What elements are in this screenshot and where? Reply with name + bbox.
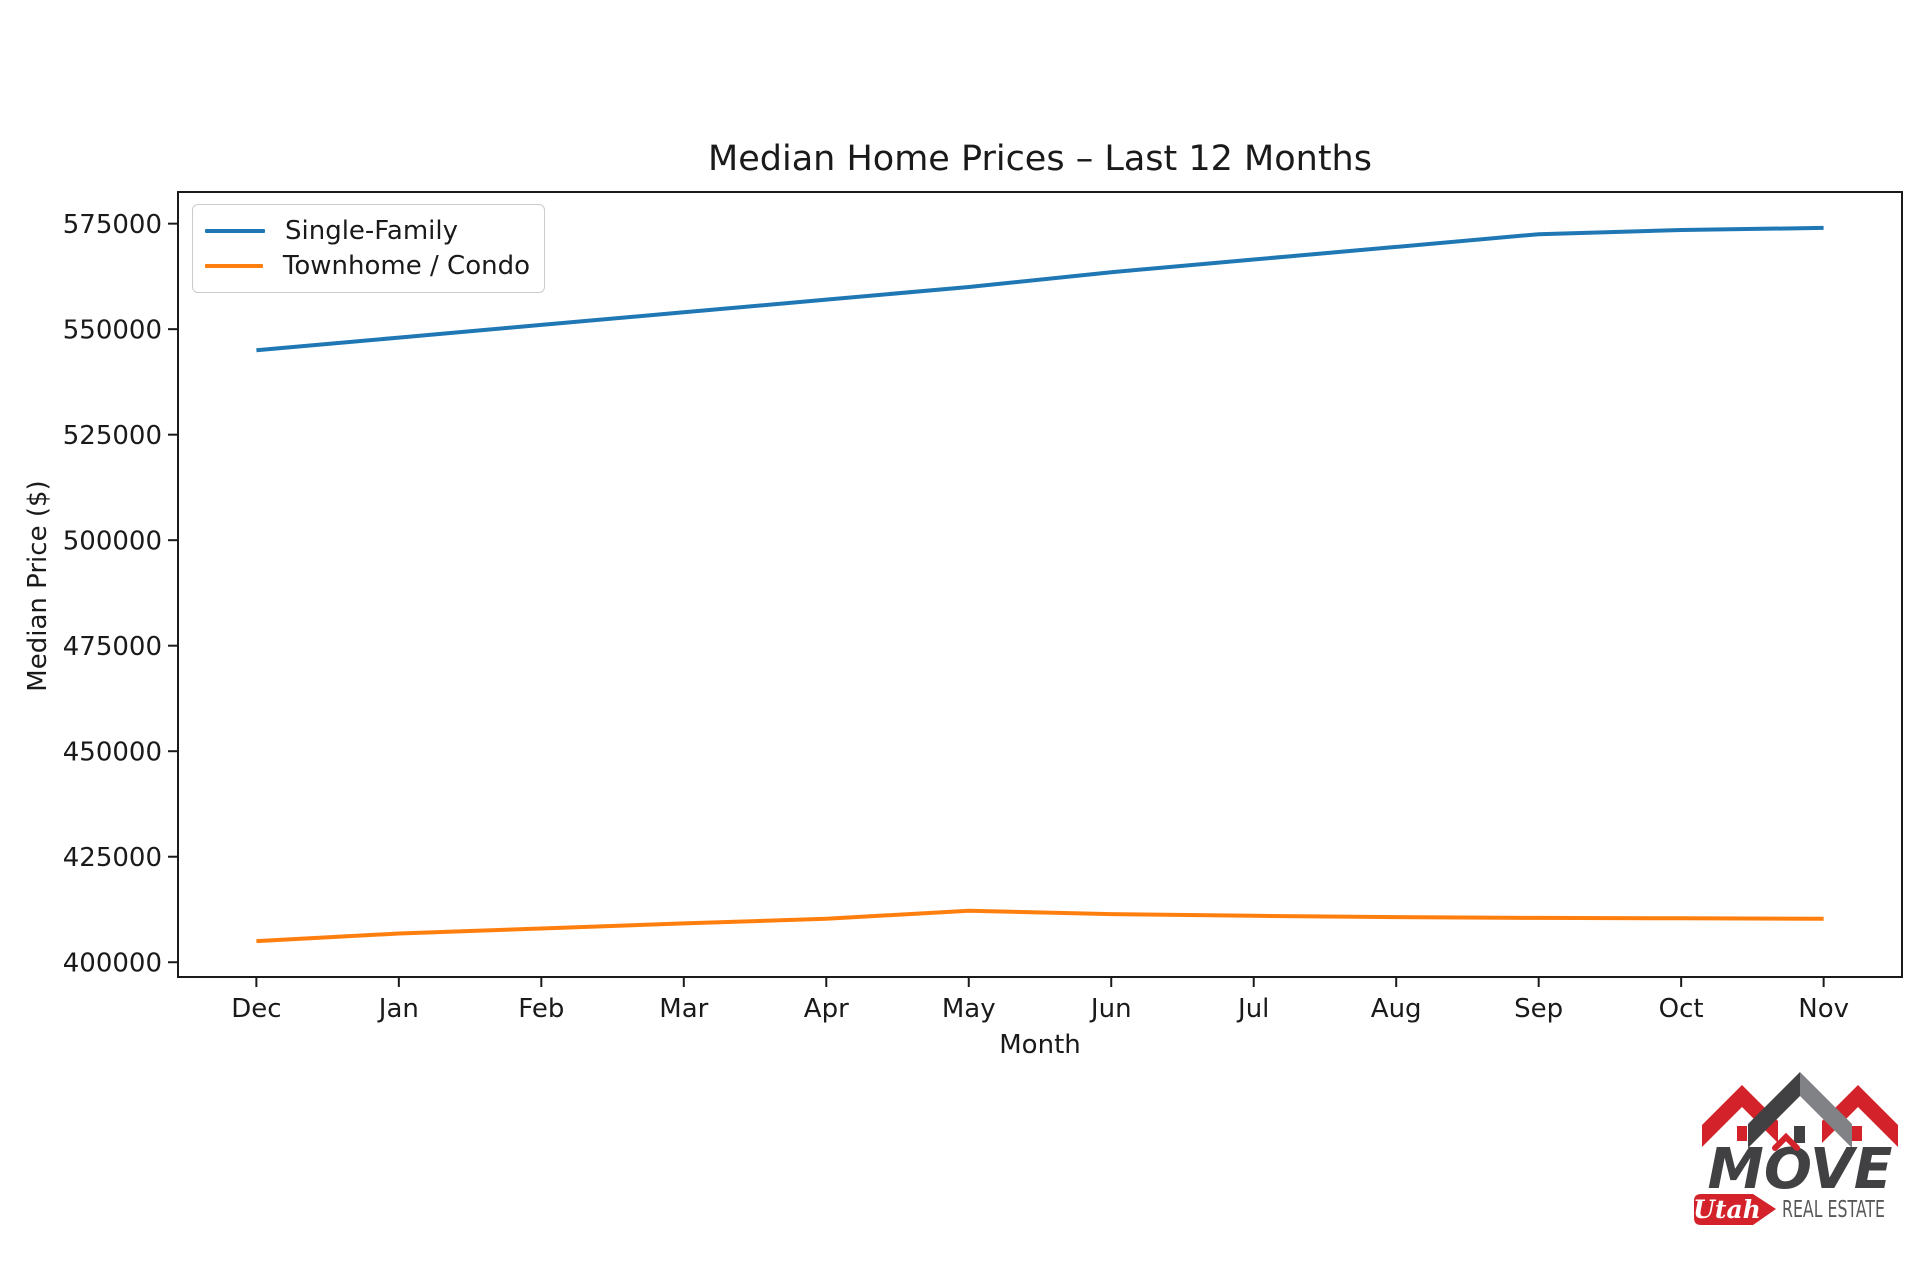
legend-line-swatch-single-family [205, 228, 265, 233]
series-line-0 [256, 225, 1824, 353]
x-tick-label: May [942, 994, 996, 1024]
x-tick-label: Sep [1514, 994, 1563, 1024]
y-tick-label: 450000 [63, 737, 162, 767]
logo-utah-text: Utah [1693, 1195, 1761, 1224]
legend-label-townhome-condo: Townhome / Condo [282, 251, 530, 282]
legend-item-single-family: Single-Family [205, 216, 530, 246]
logo-left-roof [1702, 1085, 1742, 1147]
chart-title: Median Home Prices – Last 12 Months [708, 139, 1372, 179]
x-axis-label: Month [999, 1030, 1081, 1060]
x-tick-label: Feb [518, 994, 564, 1024]
x-tick-label: Dec [231, 994, 281, 1024]
plot-border [177, 191, 1903, 978]
y-tick-label: 500000 [63, 526, 162, 556]
logo-middle-roof-right [1800, 1072, 1852, 1148]
x-tick-label: Jun [1089, 994, 1132, 1024]
y-tick-label: 425000 [63, 843, 162, 873]
x-tick-label: Mar [659, 994, 708, 1024]
logo-middle-roof-left [1748, 1072, 1800, 1148]
y-tick-label: 400000 [63, 948, 162, 978]
series-line-1 [256, 908, 1824, 944]
x-tick-label: Oct [1659, 994, 1704, 1024]
y-tick-label: 575000 [63, 210, 162, 240]
logo-arrow-banner [1694, 1194, 1776, 1225]
logo-right-roof [1858, 1085, 1898, 1147]
y-tick-label: 475000 [63, 632, 162, 662]
x-tick-label: Aug [1371, 994, 1422, 1024]
x-tick-label: Jul [1236, 994, 1269, 1024]
logo-real-estate-text: REAL ESTATE [1782, 1197, 1885, 1223]
legend-label-single-family: Single-Family [285, 215, 458, 246]
x-tick-label: Apr [804, 994, 849, 1024]
y-tick-label: 550000 [63, 315, 162, 345]
logo-chimney-left [1737, 1126, 1747, 1141]
y-axis-label: Median Price ($) [23, 480, 53, 692]
legend-line-swatch-townhome-condo [205, 264, 263, 269]
move-utah-logo: MOVE Utah REAL ESTATE [1693, 1072, 1898, 1225]
legend-item-townhome-condo: Townhome / Condo [205, 251, 530, 281]
logo-chimney-middle [1794, 1126, 1805, 1143]
x-tick-label: Nov [1798, 994, 1849, 1024]
legend: Single-Family Townhome / Condo [192, 204, 545, 293]
y-tick-label: 525000 [63, 421, 162, 451]
logo-o-roof-accent-icon [1772, 1132, 1800, 1151]
x-tick-label: Jan [377, 994, 419, 1024]
logo-move-text: MOVE [1708, 1137, 1893, 1202]
logo-chimney-right [1852, 1126, 1862, 1141]
